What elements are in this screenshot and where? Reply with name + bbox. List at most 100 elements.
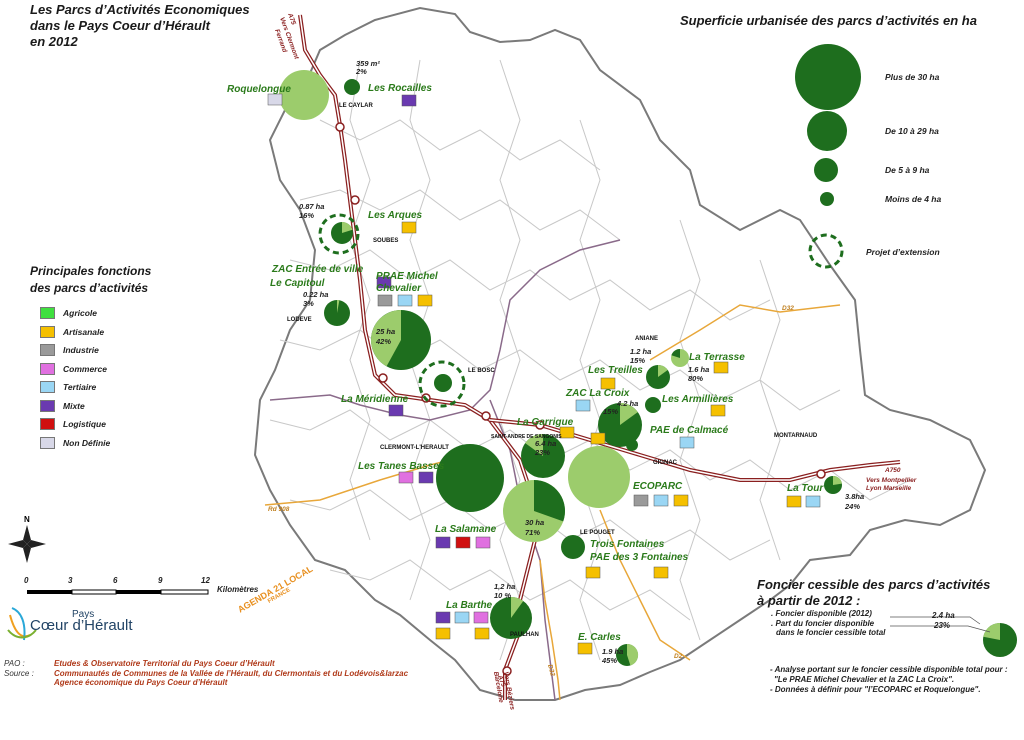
park-label-les-armillieres: Les Armillières	[662, 394, 734, 405]
park-percent: 23%	[534, 448, 550, 457]
credits: PAO : Etudes & Observatoire Territorial d…	[4, 659, 408, 688]
park-label-la-salamane: La Salamane	[435, 524, 497, 535]
park-label-la-garrigue: La Garrigue	[517, 417, 574, 428]
foncier-note: . Part du foncier disponible	[771, 618, 875, 628]
size-legend-item: Moins de 4 ha	[885, 194, 942, 204]
pays-logo-icon	[7, 607, 37, 641]
park-value: 0.87 ha	[299, 202, 324, 211]
legend-label: Logistique	[63, 419, 106, 430]
park-label-les-treilles: Les Treilles	[588, 365, 643, 376]
park-label-la-meridienne: La Méridienne	[341, 394, 409, 405]
pie-les-arques-slice	[342, 222, 353, 233]
park-label-trois-fontaines: Trois Fontaines	[590, 539, 665, 550]
park-percent: 2%	[355, 67, 367, 76]
park-percent: 80%	[688, 374, 703, 383]
park-value: 25 ha	[375, 327, 395, 336]
pie-les-arques-ext	[318, 213, 360, 255]
legend-item-industrie: Industrie	[40, 341, 110, 360]
legend-item-mixte: Mixte	[40, 397, 110, 416]
park-label-prae-2: Chevalier	[376, 283, 422, 294]
territory-outline	[253, 6, 987, 701]
pays-logo: Pays Cœur d’Hérault	[30, 609, 133, 633]
functions-legend-title: Principales fonctions des parcs d’activi…	[30, 263, 151, 297]
legend-title-line: Principales fonctions	[30, 264, 152, 278]
town-label: LE POUGET	[580, 530, 615, 536]
road-label: A750	[884, 467, 901, 474]
park-percent: 15%	[630, 356, 645, 365]
size-legend-item: De 5 à 9 ha	[885, 165, 930, 175]
pie-roquelongue	[279, 70, 329, 120]
park-value: 1.6 ha	[688, 365, 709, 374]
park-value: 3.8ha	[845, 492, 864, 501]
pie-30ha-slice	[534, 480, 565, 522]
park-label-les-arques: Les Arques	[368, 210, 423, 221]
scale-tick: 3	[68, 576, 73, 585]
analysis-line: - Données à définir pour "l’ECOPARC et R…	[770, 685, 981, 694]
town-label: CLERMONT-L'HERAULT	[380, 445, 449, 451]
credit-value: Communautés de Communes de la Vallée de …	[54, 668, 409, 678]
town-label: PAULHAN	[510, 632, 539, 638]
pie-prae-slice	[371, 310, 401, 367]
pie-les-armillieres	[645, 397, 661, 413]
park-label-la-tour: La Tour	[787, 483, 824, 494]
legend-item-non-definie: Non Définie	[40, 434, 110, 453]
legend-title-line: des parcs d’activités	[30, 281, 149, 295]
road-label: Vers Montpellier	[866, 477, 917, 484]
legend-item-logistique: Logistique	[40, 415, 110, 434]
park-label-zac-la-croix: ZAC La Croix	[565, 388, 630, 399]
legend-swatch	[40, 381, 55, 394]
north-label: N	[24, 515, 30, 524]
park-percent: 15%	[603, 407, 618, 416]
park-circles	[279, 70, 842, 666]
town-label: LODEVE	[287, 317, 312, 323]
town-label: SOUBES	[373, 238, 398, 244]
park-label-e-carles: E. Carles	[578, 632, 621, 643]
scale-tick: 12	[201, 576, 210, 585]
park-percent: 45%	[601, 656, 617, 665]
credit-value: Etudes & Observatoire Territorial du Pay…	[54, 659, 275, 668]
park-label-roquelongue: Roquelongue	[227, 84, 291, 95]
park-value: 359 m²	[356, 59, 380, 68]
analysis-line: "Le PRAE Michel Chevalier et la ZAC La C…	[774, 675, 955, 684]
title-line: Les Parcs d’Activités Economiques	[30, 2, 250, 17]
legend-item-artisanale: Artisanale	[40, 323, 110, 342]
park-label-zac-entree: ZAC Entrée de ville	[271, 264, 364, 275]
pie-le-bosc-ext	[418, 360, 466, 408]
pie-les-rocailles	[344, 79, 360, 95]
size-legend-circles	[795, 44, 861, 269]
foncier-percent: 23%	[934, 621, 951, 630]
foncier-title-line: à partir de 2012 :	[757, 593, 861, 608]
north-arrow-icon	[8, 525, 46, 563]
legend-item-agricole: Agricole	[40, 304, 110, 323]
legend-swatch	[40, 418, 55, 431]
legend-item-commerce: Commerce	[40, 360, 110, 379]
analysis-line: - Analyse portant sur le foncier cessibl…	[770, 665, 1008, 674]
park-label-les-rocailles: Les Rocailles	[368, 83, 432, 94]
town-label: GIGNAC	[653, 460, 678, 466]
legend-swatch	[40, 325, 55, 338]
size-legend-item: Projet d’extension	[866, 247, 940, 257]
park-label-pae-calmace: PAE de Calmacé	[650, 425, 729, 436]
park-value: 1.9 ha	[602, 647, 623, 656]
size-legend-item: De 10 à 29 ha	[885, 126, 939, 136]
legend-swatch	[40, 399, 55, 412]
legend-label: Commerce	[63, 363, 107, 374]
park-percent: 10 %	[494, 591, 511, 600]
function-squares	[267, 93, 821, 655]
park-percent: 3%	[303, 299, 314, 308]
foncier-note: dans le foncier cessible total	[776, 628, 886, 637]
title-line: en 2012	[30, 34, 78, 49]
legend-label: Agricole	[63, 308, 98, 319]
park-value: 1.2 ha	[630, 347, 651, 356]
town-label: SAINT-ANDRE DE SANGONIS	[491, 434, 562, 440]
park-value: 0.22 ha	[303, 290, 328, 299]
foncier-analysis: - Analyse portant sur le foncier cessibl…	[770, 665, 1008, 695]
scale-tick: 0	[24, 576, 29, 585]
title-line: dans le Pays Coeur d’Hérault	[30, 18, 210, 33]
logo-line: Pays	[72, 609, 95, 620]
park-label-la-barthe: La Barthe	[446, 600, 493, 611]
map-title: Les Parcs d’Activités Economiques dans l…	[30, 2, 250, 50]
town-label: LE BOSC	[468, 368, 495, 374]
park-label-les-tanes: Les Tanes Basses	[358, 461, 445, 472]
